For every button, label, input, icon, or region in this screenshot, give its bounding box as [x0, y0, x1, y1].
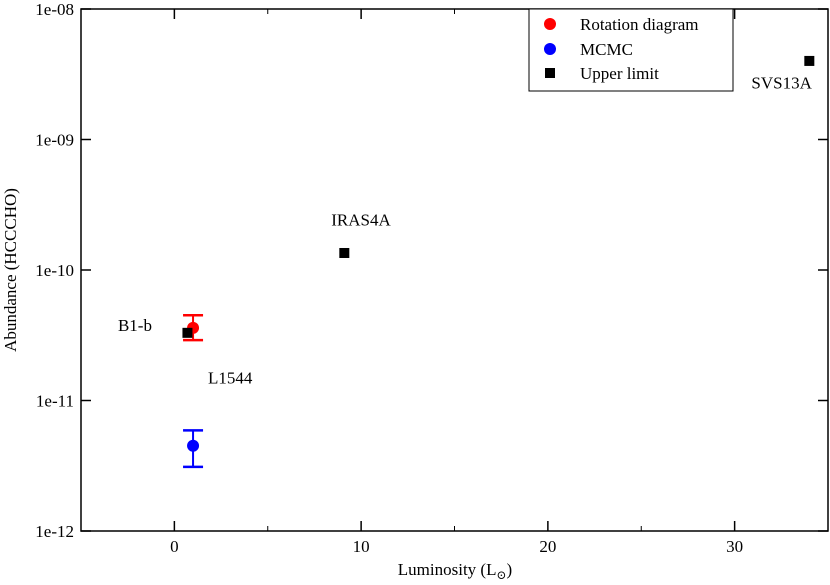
y-tick-label: 1e-10 — [35, 261, 74, 280]
x-tick-label: 20 — [539, 537, 556, 556]
marks-layer — [182, 55, 815, 469]
annotation-label: IRAS4A — [331, 210, 391, 229]
legend-label-mcmc: MCMC — [580, 40, 633, 59]
y-tick-label: 1e-09 — [35, 131, 74, 150]
ticks-layer: 0 10 20 30 1e-12 1e-11 1e-10 1e-09 1e-08 — [35, 0, 829, 556]
y-axis-title: Abundance (HCCCHO) — [1, 188, 20, 352]
legend-marker-upper-limit — [545, 68, 555, 78]
y-tick-label: 1e-12 — [35, 522, 74, 541]
annotation-label: B1-b — [118, 316, 152, 335]
y-tick-label: 1e-11 — [36, 392, 74, 411]
annotation-label: SVS13A — [751, 74, 812, 93]
x-tick-label: 30 — [726, 537, 743, 556]
data-point — [187, 439, 200, 452]
x-axis-title: Luminosity (L⊙) — [398, 560, 512, 582]
upper-limit-point — [804, 55, 815, 66]
legend-marker-mcmc — [544, 43, 556, 55]
legend-marker-rotation-diagram — [544, 18, 556, 30]
legend-label-rotation-diagram: Rotation diagram — [580, 15, 699, 34]
y-tick-label: 1e-08 — [35, 0, 74, 19]
legend-label-upper-limit: Upper limit — [580, 64, 659, 83]
annotations-layer: B1-b L1544 IRAS4A SVS13A — [118, 74, 813, 388]
x-tick-label: 10 — [353, 537, 370, 556]
upper-limit-point — [182, 327, 193, 338]
annotation-label: L1544 — [208, 368, 253, 387]
legend: Rotation diagram MCMC Upper limit — [528, 8, 734, 92]
x-tick-label: 0 — [170, 537, 179, 556]
upper-limit-point — [339, 247, 350, 258]
legend-box — [528, 8, 734, 92]
